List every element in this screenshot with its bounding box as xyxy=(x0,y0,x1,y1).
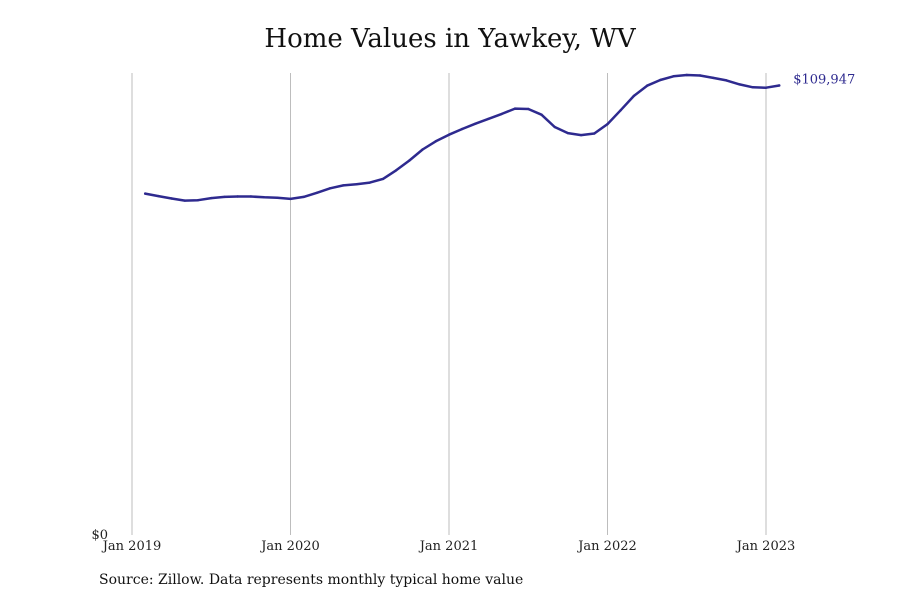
x-tick-label: Jan 2020 xyxy=(259,539,320,554)
data-point xyxy=(342,184,345,187)
data-point xyxy=(210,196,213,200)
last-value-label: $109,947 xyxy=(793,72,855,87)
data-point xyxy=(751,86,754,89)
data-point xyxy=(698,74,702,77)
data-point xyxy=(183,199,186,202)
data-point xyxy=(553,125,556,129)
data-point xyxy=(328,187,332,190)
data-point xyxy=(355,183,358,186)
data-point xyxy=(223,195,226,199)
y-tick-label: $0 xyxy=(91,528,108,543)
data-point xyxy=(487,117,490,121)
x-tick-label: Jan 2021 xyxy=(418,539,479,554)
data-point xyxy=(738,83,741,86)
data-point xyxy=(632,94,636,98)
x-tick-label: Jan 2023 xyxy=(735,539,796,554)
data-point xyxy=(778,84,781,87)
x-tick-label: Jan 2022 xyxy=(576,539,637,554)
data-point xyxy=(566,131,570,135)
data-points xyxy=(144,73,781,202)
data-point xyxy=(196,199,200,202)
data-point xyxy=(276,196,279,199)
x-tick-label: Jan 2019 xyxy=(101,539,162,554)
data-point xyxy=(527,107,530,111)
data-point xyxy=(672,75,675,78)
data-point xyxy=(619,109,622,112)
data-point xyxy=(368,181,371,184)
data-point xyxy=(764,86,768,89)
data-point xyxy=(659,78,662,82)
source-note: Source: Zillow. Data represents monthly … xyxy=(99,572,524,588)
data-point xyxy=(500,112,503,116)
data-point xyxy=(447,133,451,136)
data-point xyxy=(144,192,147,195)
data-point xyxy=(395,169,398,172)
data-point xyxy=(712,76,715,80)
data-point xyxy=(725,79,728,82)
data-point xyxy=(606,122,609,126)
grid-lines xyxy=(131,73,767,535)
data-point xyxy=(157,194,160,198)
data-point xyxy=(513,107,517,110)
data-point xyxy=(593,132,596,135)
data-point xyxy=(461,127,464,131)
data-point xyxy=(579,133,583,137)
data-point xyxy=(685,73,688,77)
data-point xyxy=(262,196,266,199)
data-point xyxy=(249,195,253,198)
chart-title: Home Values in Yawkey, WV xyxy=(264,24,636,54)
data-point xyxy=(421,148,424,151)
data-point xyxy=(170,197,173,200)
data-point xyxy=(540,113,543,116)
data-point xyxy=(315,191,319,194)
data-point xyxy=(474,122,477,125)
home-value-line xyxy=(143,73,781,202)
data-point xyxy=(289,197,292,201)
data-point xyxy=(645,84,649,87)
data-point xyxy=(302,195,305,199)
data-point xyxy=(381,177,385,181)
x-axis-tick-labels: Jan 2019 Jan 2020 Jan 2021 Jan 2022 Jan 2023 xyxy=(101,539,796,554)
data-point xyxy=(434,140,437,143)
y-axis-tick-labels: $0 xyxy=(91,528,108,543)
data-point xyxy=(236,195,239,198)
data-point xyxy=(408,159,411,162)
